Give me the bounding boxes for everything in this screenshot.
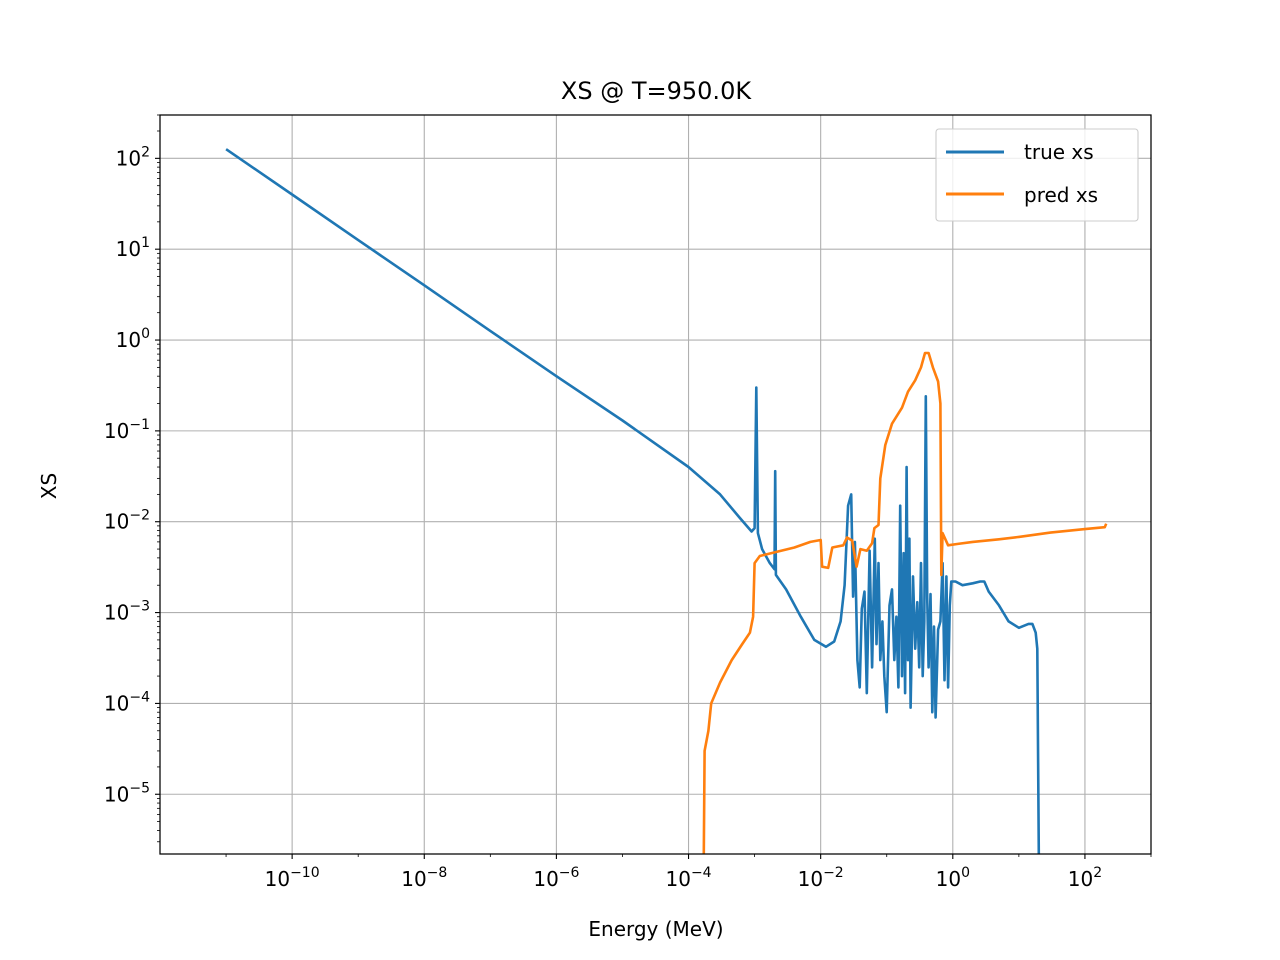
- legend: true xs pred xs: [935, 128, 1139, 222]
- x-tick-label: 10−10: [265, 865, 320, 891]
- y-axis: 10−5 10−4 10−3 10−2 10−1 100 101 102: [104, 144, 160, 806]
- x-tick-label: 10−6: [533, 865, 579, 891]
- series-line-true-xs: [225, 148, 1041, 854]
- y-tick-label: 100: [116, 326, 150, 352]
- y-tick-label: 10−1: [104, 417, 150, 443]
- grid: [160, 115, 1151, 854]
- series-layer: [225, 148, 1108, 854]
- legend-label-pred-xs: pred xs: [1024, 183, 1098, 207]
- x-tick-label: 10−8: [401, 865, 447, 891]
- legend-label-true-xs: true xs: [1024, 140, 1094, 164]
- y-tick-label: 10−3: [104, 599, 150, 625]
- y-tick-label: 10−5: [104, 780, 150, 806]
- x-tick-label: 102: [1068, 865, 1102, 891]
- x-tick-label: 10−2: [798, 865, 844, 891]
- x-tick-label: 100: [936, 865, 970, 891]
- x-axis: 10−10 10−8 10−6 10−4 10−2 100 102: [265, 854, 1102, 891]
- series-line-pred-xs: [702, 351, 1108, 854]
- x-axis-label: Energy (MeV): [588, 917, 723, 941]
- y-tick-label: 102: [116, 144, 150, 170]
- chart-title: XS @ T=950.0K: [561, 77, 752, 105]
- y-axis-label: XS: [37, 473, 61, 499]
- plot-frame: [159, 114, 1152, 855]
- y-tick-label: 101: [116, 235, 150, 261]
- y-tick-label: 10−2: [104, 508, 150, 534]
- x-tick-label: 10−4: [665, 865, 711, 891]
- y-tick-label: 10−4: [104, 689, 150, 715]
